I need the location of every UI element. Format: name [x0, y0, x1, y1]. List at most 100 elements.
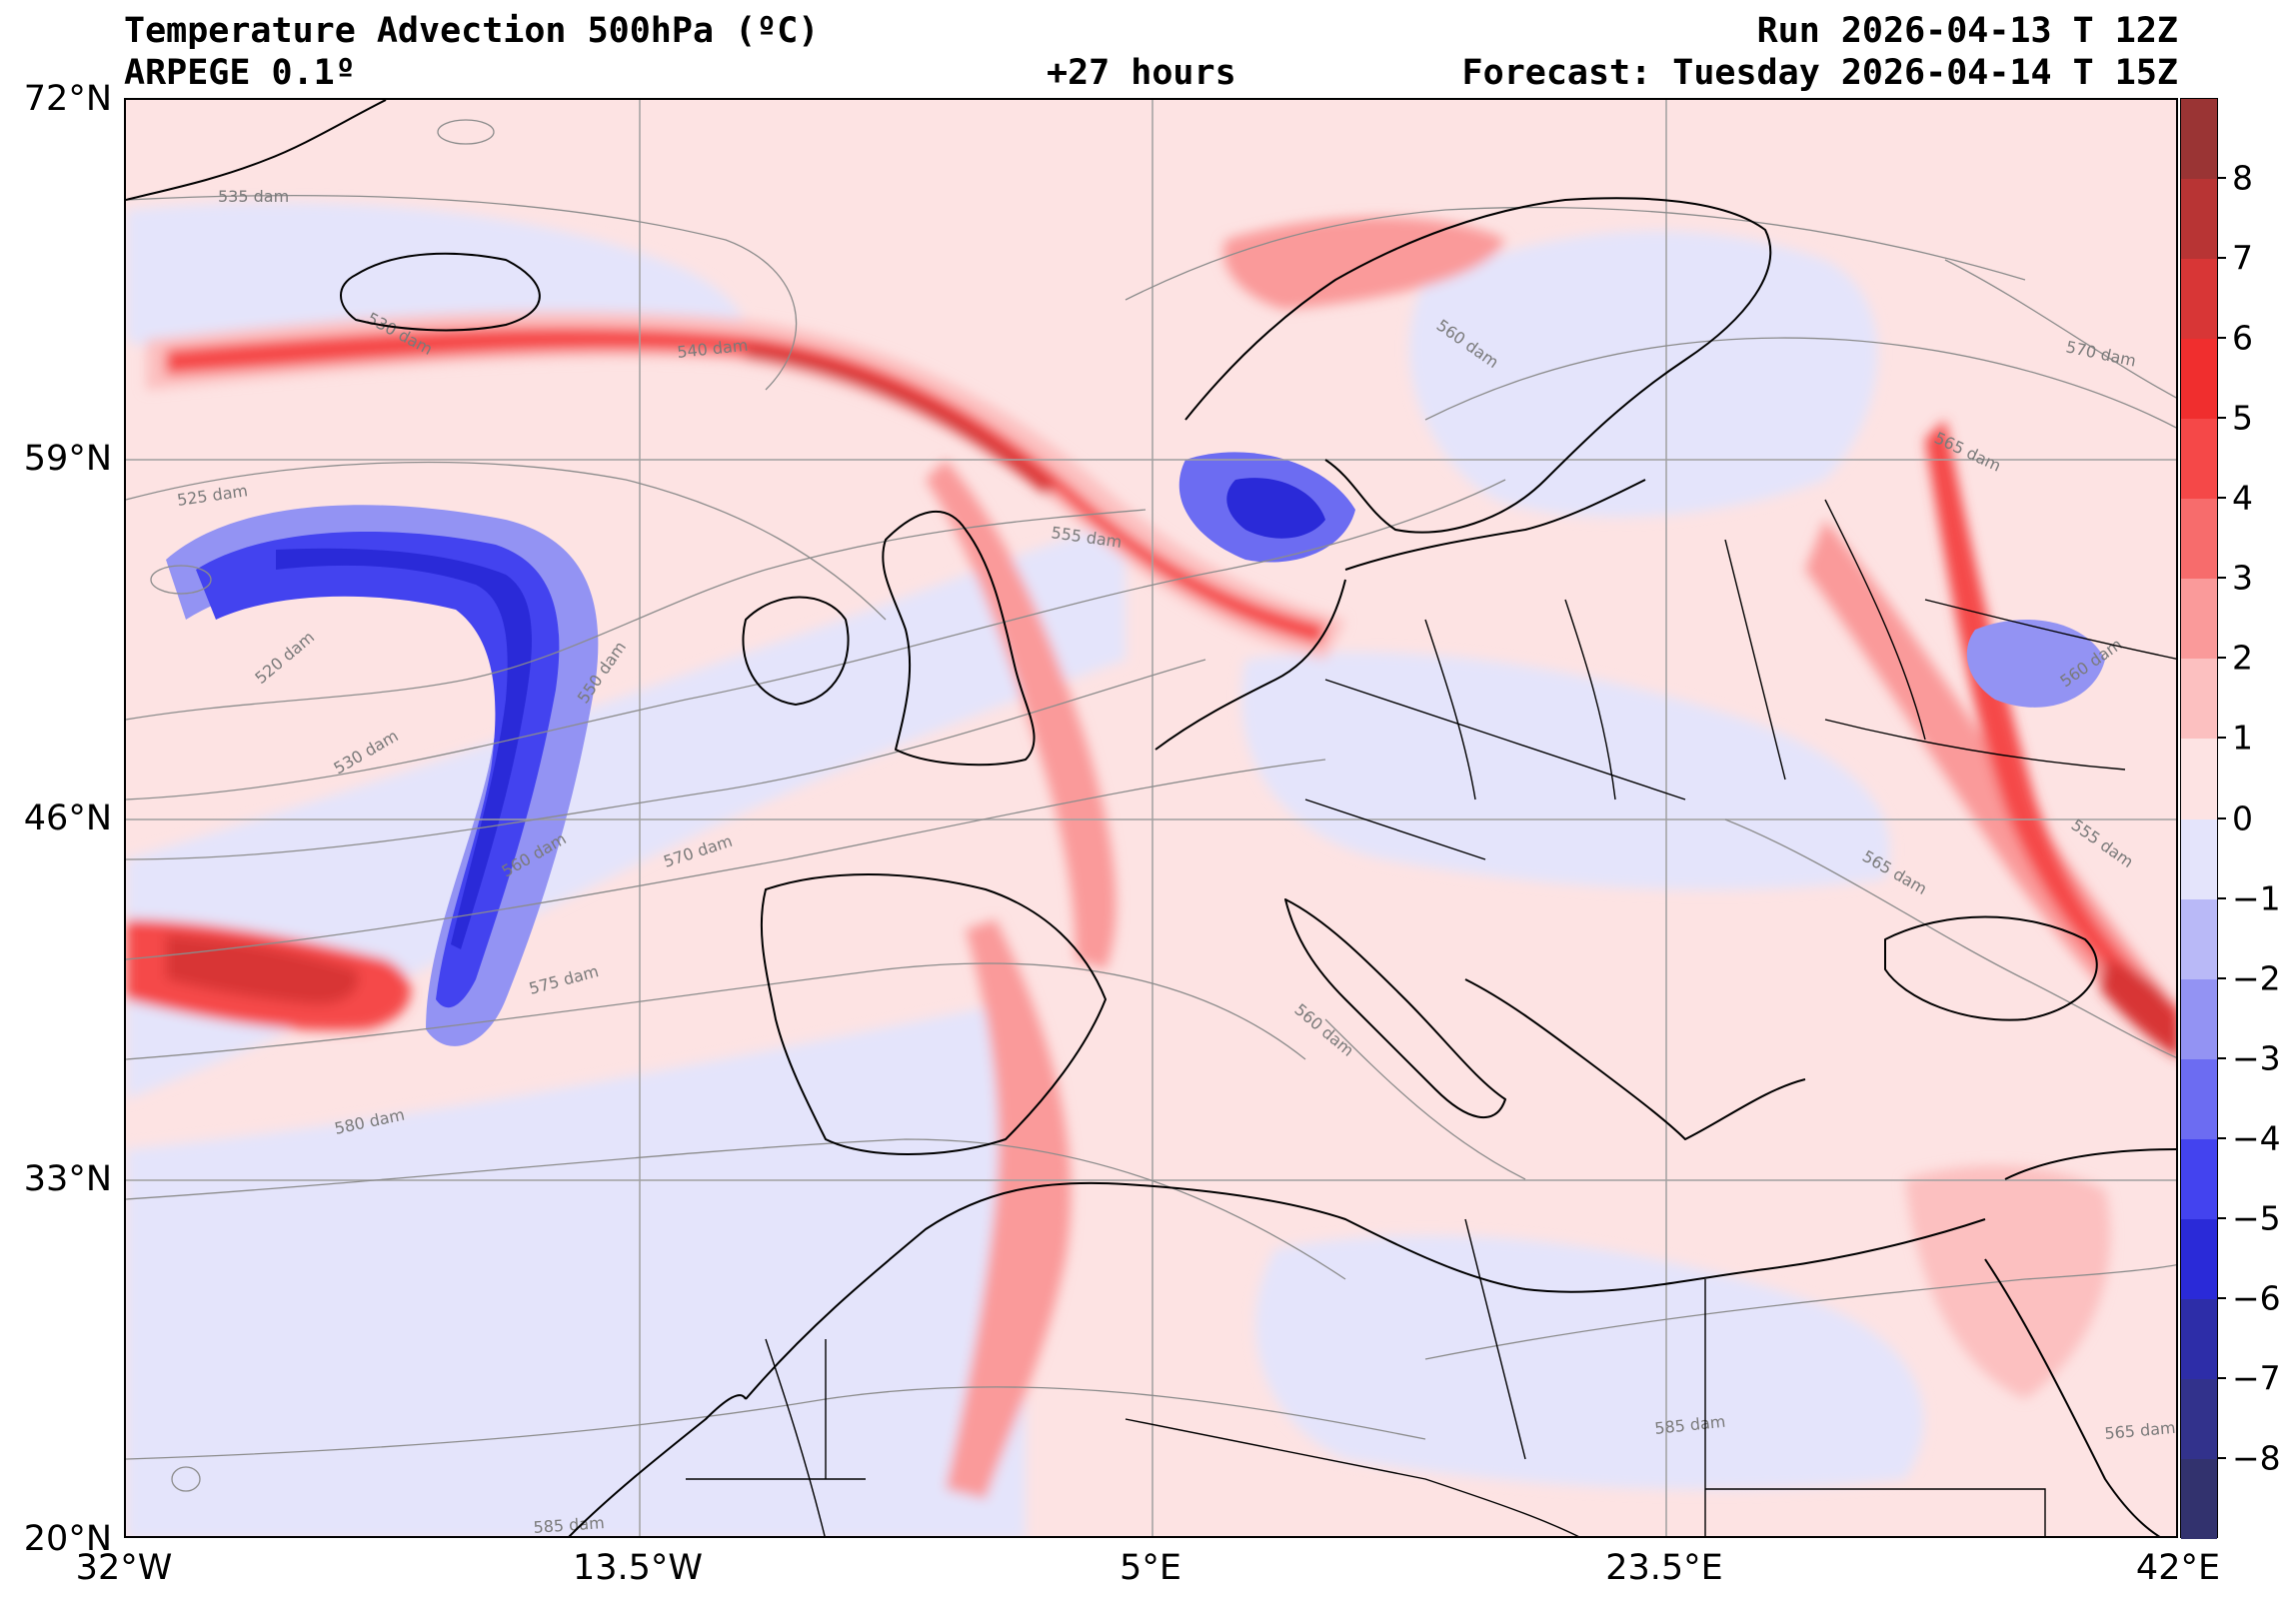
cold-hook-core [276, 548, 532, 949]
iceland-coast [340, 252, 541, 332]
colorbar-segment [2181, 579, 2217, 660]
colorbar-tick-label: 0 [2232, 799, 2253, 837]
colorbar-segment [2181, 1138, 2217, 1220]
colorbar-tick-label: −8 [2232, 1438, 2281, 1478]
colorbar-segment [2181, 179, 2217, 260]
contour-label: 565 dam [2104, 1418, 2177, 1443]
advection-field [126, 202, 2176, 1536]
colorbar-tick [2218, 577, 2226, 580]
italy-coast [1284, 898, 1506, 1118]
colorbar-tick [2218, 1056, 2226, 1059]
colorbar-tick [2218, 177, 2226, 180]
colorbar-tick [2218, 1456, 2226, 1459]
colorbar-segment [2181, 259, 2217, 340]
colorbar-segment [2181, 898, 2217, 980]
colorbar-tick-label: 5 [2232, 398, 2253, 438]
colorbar-tick-label: 8 [2232, 158, 2253, 198]
contour-label: 535 dam [218, 187, 289, 206]
cold-spot-skagerrak-core [1226, 478, 1325, 539]
colorbar-segment [2181, 339, 2217, 420]
colorbar-tick [2218, 1296, 2226, 1299]
colorbar-tick [2218, 497, 2226, 500]
run-time: Run 2026-04-13 T 12Z [1756, 11, 2178, 51]
colorbar-tick-label: −2 [2232, 958, 2281, 998]
cold-region-atlantic [126, 520, 1126, 1099]
warm-band-uk [926, 460, 1117, 969]
colorbar-tick-label: −6 [2232, 1278, 2281, 1318]
colorbar-tick [2218, 896, 2226, 899]
lon-label-5e: 5°E [1120, 1548, 1181, 1588]
colorbar-tick [2218, 1136, 2226, 1139]
cold-region-centraleurope [1241, 652, 1890, 890]
colorbar-segment [2181, 818, 2217, 900]
warm-band-east-core [1925, 420, 2176, 1027]
ireland-coast [742, 596, 850, 706]
greenland-coast [126, 100, 387, 201]
cold-region-south [126, 999, 1026, 1536]
colorbar-tick-label: 2 [2232, 638, 2253, 678]
scandinavia-coast [1184, 197, 1772, 534]
colorbar-segment [2181, 1058, 2217, 1140]
colorbar-tick-label: −5 [2232, 1198, 2281, 1238]
contour-label: 555 dam [2068, 815, 2137, 871]
atlantic-africa-coast [568, 1394, 747, 1536]
colorbar-tick-label: 4 [2232, 478, 2253, 518]
colorbar-segment [2181, 499, 2217, 580]
colorbar-tick-label: 1 [2232, 718, 2253, 758]
warm-patch-west-core [166, 934, 359, 1004]
cold-spot-ukraine [1966, 620, 2105, 708]
lat-label-33n: 33°N [23, 1159, 112, 1199]
eastern-med-coast [2004, 1148, 2176, 1180]
contour-label: 570 dam [2064, 337, 2138, 370]
colorbar-segment [2181, 978, 2217, 1060]
colorbar-segment [2181, 1218, 2217, 1300]
lat-label-46n: 46°N [23, 799, 112, 838]
colorbar-tick-label: −7 [2232, 1358, 2281, 1398]
colorbar-tick [2218, 657, 2226, 660]
colorbar-segment [2181, 1378, 2217, 1460]
colorbar-segment [2181, 1298, 2217, 1380]
colorbar-tick [2218, 816, 2226, 819]
contour-label: 520 dam [251, 628, 318, 688]
colorbar-segment [2181, 419, 2217, 500]
lon-label-32w: 32°W [75, 1548, 173, 1588]
balkans-coast [1464, 978, 1806, 1140]
cold-region-scandinavia [1409, 231, 1878, 518]
colorbar-segment [2181, 1458, 2217, 1540]
colorbar-tick-label: −1 [2232, 878, 2281, 918]
colorbar-segment [2181, 99, 2217, 180]
colorbar-tick [2218, 976, 2226, 979]
colorbar-tick [2218, 1216, 2226, 1219]
lat-label-59n: 59°N [23, 439, 112, 479]
colorbar [2180, 98, 2218, 1540]
lon-label-13-5w: 13.5°W [572, 1548, 704, 1588]
lon-label-42e: 42°E [2135, 1548, 2221, 1588]
forecast-time: Forecast: Tuesday 2026-04-14 T 15Z [1461, 53, 2178, 93]
model-name: ARPEGE 0.1º [124, 53, 356, 93]
colorbar-tick [2218, 737, 2226, 740]
colorbar-tick-label: 3 [2232, 558, 2253, 598]
red-sea-coast [1984, 1258, 2161, 1536]
colorbar-tick [2218, 337, 2226, 340]
lat-label-20n: 20°N [23, 1519, 112, 1559]
colorbar-tick [2218, 1376, 2226, 1379]
warm-band-jet [146, 311, 1345, 660]
colorbar-tick-label: −3 [2232, 1038, 2281, 1078]
coastlines [126, 100, 2176, 1536]
colorbar-segment [2181, 659, 2217, 740]
warm-band-jet-core [166, 327, 1325, 645]
country-borders [685, 499, 2176, 1536]
britain-coast [882, 511, 1036, 767]
north-africa-coast [745, 1181, 1986, 1400]
colorbar-tick [2218, 417, 2226, 420]
warm-band-iberia [946, 919, 1072, 1499]
warm-band-jet-center [746, 344, 1056, 495]
warm-patch-middleeast [1905, 1165, 2111, 1399]
colorbar-tick [2218, 257, 2226, 260]
map-panel: 535 dam 530 dam 540 dam 525 dam 520 dam … [124, 98, 2178, 1538]
iberia-coast [760, 873, 1107, 1155]
graticule [126, 100, 2176, 1536]
advection-map: 535 dam 530 dam 540 dam 525 dam 520 dam … [126, 100, 2177, 1536]
geopotential-contours [126, 119, 2176, 1492]
warm-band-caspian [2100, 959, 2176, 1057]
